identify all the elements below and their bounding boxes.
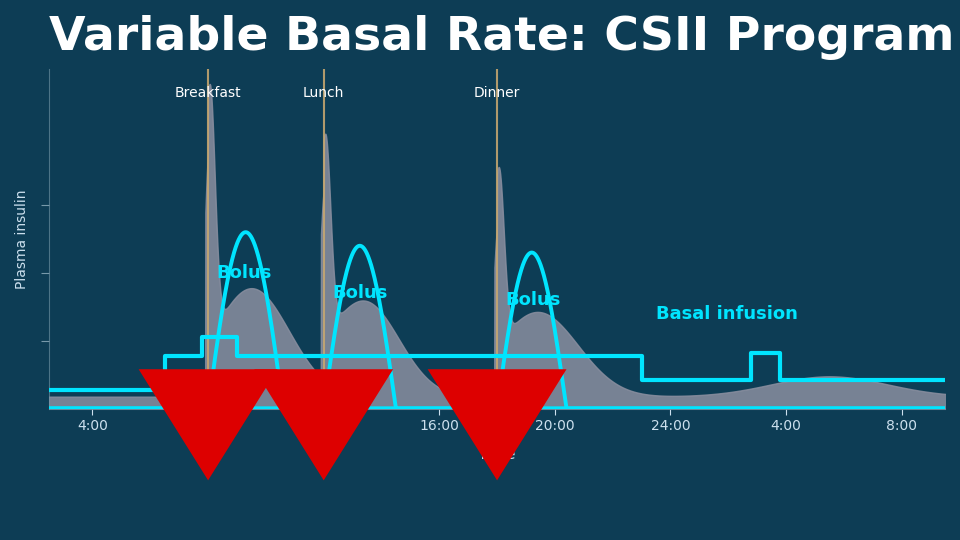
Y-axis label: Plasma insulin: Plasma insulin	[15, 189, 29, 289]
X-axis label: Time: Time	[478, 447, 516, 462]
Text: Dinner: Dinner	[474, 86, 520, 100]
Text: Bolus: Bolus	[332, 284, 388, 302]
Text: Lunch: Lunch	[303, 86, 345, 100]
Text: Basal infusion: Basal infusion	[656, 305, 798, 322]
Text: Bolus: Bolus	[506, 291, 561, 309]
Text: Bolus: Bolus	[217, 264, 272, 282]
Text: Breakfast: Breakfast	[175, 86, 241, 100]
Text: Variable Basal Rate: CSII Program: Variable Basal Rate: CSII Program	[49, 15, 954, 60]
